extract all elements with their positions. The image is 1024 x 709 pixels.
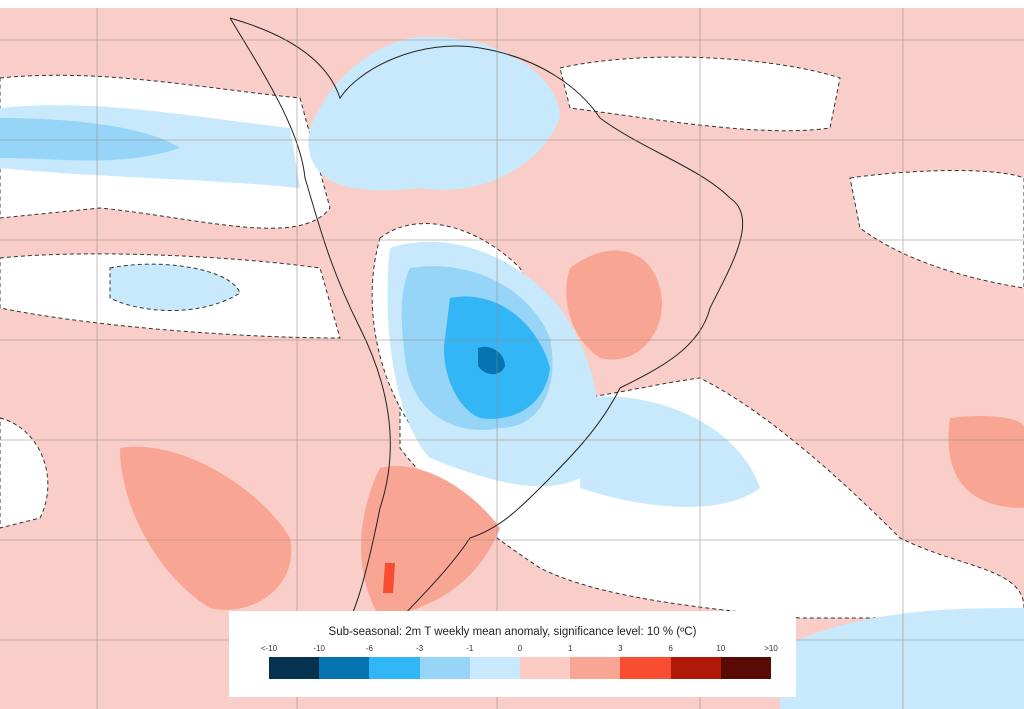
legend-swatch <box>620 657 671 679</box>
legend-tick-label: 6 <box>668 644 673 653</box>
legend-title: Sub-seasonal: 2m T weekly mean anomaly, … <box>328 626 697 638</box>
legend-swatch <box>570 657 621 679</box>
warm-anomaly-areas <box>120 250 1024 618</box>
legend-swatch <box>319 657 370 679</box>
legend-tick-label: 3 <box>618 644 623 653</box>
legend-tick-label: 1 <box>567 644 573 653</box>
legend-tick-label: 0 <box>517 644 523 653</box>
legend-colorbar <box>269 657 772 679</box>
legend-swatch <box>469 657 521 679</box>
legend-swatch <box>520 657 571 679</box>
color-legend: Sub-seasonal: 2m T weekly mean anomaly, … <box>229 611 796 697</box>
legend-tick-label: -3 <box>416 644 424 653</box>
legend-tick-label: >10 <box>764 644 778 653</box>
anomaly-map <box>0 8 1024 709</box>
legend-tick-label: <-10 <box>260 644 278 653</box>
legend-swatch <box>670 657 721 679</box>
legend-swatch <box>720 657 772 679</box>
legend-swatch <box>369 657 420 679</box>
legend-tick-label: 10 <box>716 644 726 653</box>
legend-swatch <box>269 657 320 679</box>
legend-tick-label: -10 <box>313 644 325 653</box>
legend-swatch <box>419 657 470 679</box>
coastline <box>229 17 744 620</box>
legend-tick-label: -1 <box>466 644 474 653</box>
legend-tick-label: -6 <box>365 644 373 653</box>
